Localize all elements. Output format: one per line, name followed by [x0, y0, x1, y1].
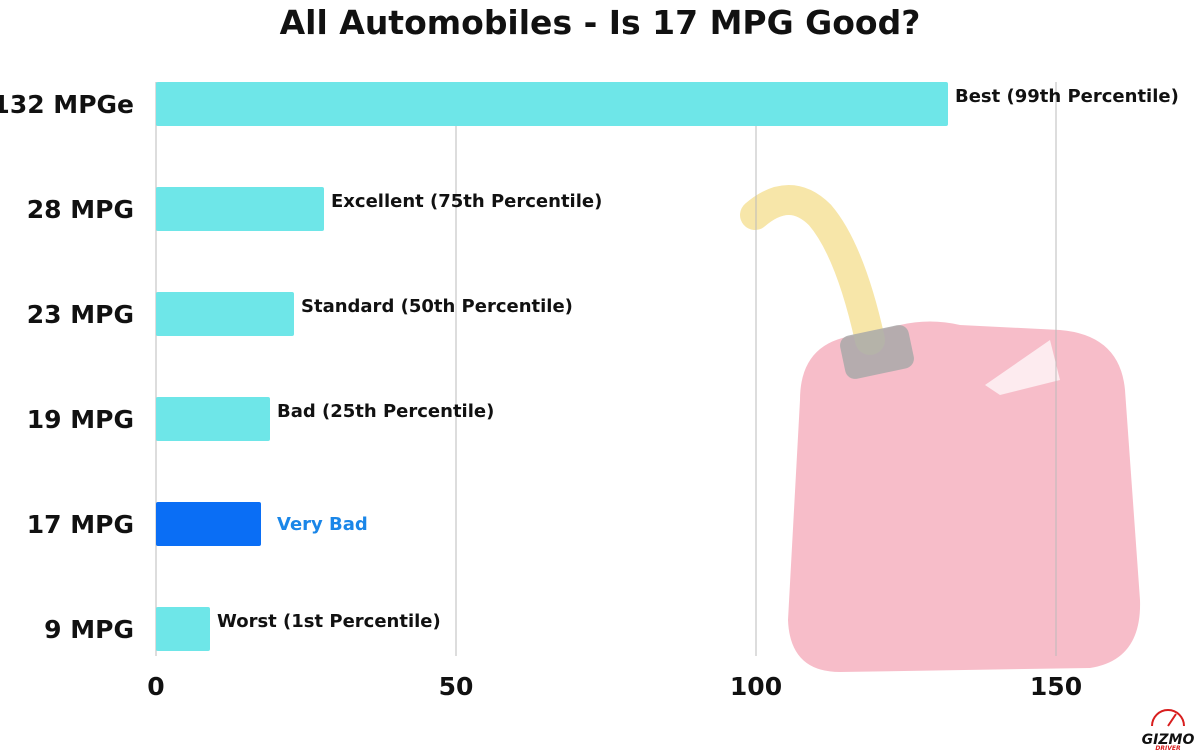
logo-needle [1167, 713, 1177, 727]
category-label: 132 MPGe [0, 90, 134, 119]
logo-brand: GIZMO [1142, 732, 1195, 748]
bar [156, 187, 324, 231]
bar [156, 397, 270, 441]
logo-sub: DRIVER [1155, 745, 1181, 750]
category-label: 28 MPG [27, 195, 134, 224]
category-label: 19 MPG [27, 405, 134, 434]
x-tick-label: 100 [730, 672, 782, 701]
data-label: Standard (50th Percentile) [301, 296, 573, 317]
bars [156, 82, 948, 651]
grid-lines [155, 82, 1057, 656]
bar [156, 502, 261, 546]
labels: 132 MPGe Best (99th Percentile) 28 MPG Exce… [0, 86, 1179, 701]
data-label: Very Bad [277, 514, 368, 535]
category-label: 17 MPG [27, 510, 134, 539]
gas-can-spout [740, 185, 885, 355]
chart-title: All Automobiles - Is 17 MPG Good? [280, 3, 921, 42]
gas-can-handle [985, 340, 1060, 395]
data-label: Excellent (75th Percentile) [331, 191, 602, 212]
gas-can-body [788, 321, 1141, 672]
data-label: Worst (1st Percentile) [217, 611, 441, 632]
x-tick-label: 150 [1030, 672, 1082, 701]
data-label: Bad (25th Percentile) [277, 401, 494, 422]
data-label: Best (99th Percentile) [955, 86, 1179, 107]
gas-can-cap [840, 325, 914, 379]
bar [156, 607, 210, 651]
gas-can-illustration [740, 185, 1141, 672]
category-label: 9 MPG [44, 615, 134, 644]
logo-gauge [1151, 709, 1185, 727]
bar [156, 82, 948, 126]
bar [156, 292, 294, 336]
x-tick-label: 50 [439, 672, 474, 701]
category-label: 23 MPG [27, 300, 134, 329]
x-tick-label: 0 [147, 672, 164, 701]
